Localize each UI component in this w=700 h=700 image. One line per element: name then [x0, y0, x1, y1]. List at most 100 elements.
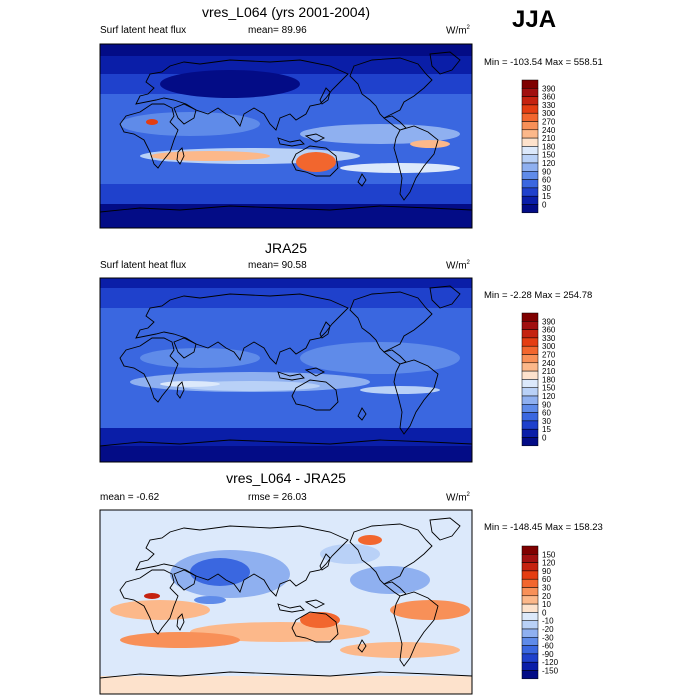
panel-2-title: JRA25: [264, 240, 308, 256]
panel-3-minmax: Min = -148.45 Max = 158.23: [484, 522, 603, 533]
colorbar-tick-label: 120: [542, 559, 556, 568]
colorbar-tick-label: 120: [542, 392, 556, 401]
colorbar-tick-label: 270: [542, 118, 556, 127]
colorbar-swatch: [521, 645, 539, 655]
colorbar-tick-label: -20: [542, 625, 554, 634]
panel-1-variable: Surf latent heat flux: [100, 25, 187, 36]
panel-3-units: W/m2: [446, 492, 470, 504]
panel-1-map: [99, 43, 473, 229]
colorbar-tick-label: 300: [542, 342, 556, 351]
colorbar-swatch: [521, 428, 539, 438]
colorbar-tick-label: 10: [542, 600, 551, 609]
colorbar-swatch: [521, 96, 539, 106]
colorbar-tick-label: 30: [542, 584, 551, 593]
panel-2-variable: Surf latent heat flux: [100, 260, 187, 271]
colorbar-tick-label: 120: [542, 159, 556, 168]
colorbar-swatch: [521, 112, 539, 122]
colorbar-tick-label: -30: [542, 633, 554, 642]
colorbar-swatch: [521, 162, 539, 172]
colorbar-swatch: [521, 337, 539, 347]
colorbar-swatch: [521, 129, 539, 139]
colorbar-swatch: [521, 420, 539, 430]
colorbar-swatch: [521, 354, 539, 364]
colorbar-swatch: [521, 603, 539, 613]
panel-3-rmse: rmse = 26.03: [248, 492, 307, 503]
colorbar-swatch: [521, 329, 539, 339]
colorbar-swatch: [521, 387, 539, 397]
colorbar-tick-label: 90: [542, 167, 551, 176]
colorbar-swatch: [521, 321, 539, 330]
colorbar-tick-label: 330: [542, 101, 556, 110]
colorbar-swatch: [521, 171, 539, 180]
colorbar-swatch: [521, 345, 539, 355]
colorbar-swatch: [521, 362, 539, 372]
colorbar-swatch: [521, 545, 539, 555]
colorbar-tick-label: 300: [542, 109, 556, 118]
colorbar-swatch: [521, 79, 539, 89]
colorbar-tick-label: -150: [542, 667, 559, 676]
colorbar-tick-label: 60: [542, 176, 551, 185]
colorbar-tick-label: 270: [542, 351, 556, 360]
colorbar-swatch: [521, 146, 539, 155]
colorbar-tick-label: 360: [542, 326, 556, 335]
colorbar-swatch: [521, 578, 539, 588]
colorbar-tick-label: 150: [542, 151, 556, 160]
colorbar-tick-label: 0: [542, 608, 547, 617]
colorbar-swatch: [521, 312, 539, 322]
colorbar-tick-label: 210: [542, 367, 556, 376]
panel-1-mean: mean= 89.96: [248, 25, 307, 36]
colorbar-swatch: [521, 554, 539, 563]
colorbar-swatch: [521, 187, 539, 197]
colorbar-tick-label: 90: [542, 567, 551, 576]
colorbar-swatch: [521, 412, 539, 422]
colorbar-swatch: [521, 612, 539, 621]
colorbar-tick-label: 60: [542, 575, 551, 584]
colorbar-swatch: [521, 670, 539, 680]
colorbar-tick-label: 60: [542, 409, 551, 418]
panel-3-title: vres_L064 - JRA25: [226, 470, 346, 486]
colorbar-swatch: [521, 179, 539, 189]
colorbar-tick-label: -120: [542, 658, 559, 667]
panel-1-title: vres_L064 (yrs 2001-2004): [201, 4, 371, 20]
colorbar-swatch: [521, 620, 539, 630]
colorbar-tick-label: 180: [542, 142, 556, 151]
colorbar-tick-label: 150: [542, 550, 556, 559]
colorbar-swatch: [521, 154, 539, 164]
colorbar-tick-label: 15: [542, 425, 551, 434]
colorbar-swatch: [521, 379, 539, 388]
colorbar-swatch: [521, 104, 539, 114]
colorbar-tick-label: 30: [542, 184, 551, 193]
colorbar-tick-label: 180: [542, 375, 556, 384]
colorbar-tick-label: 240: [542, 359, 556, 368]
colorbar-swatch: [521, 204, 539, 214]
colorbar-swatch: [521, 653, 539, 663]
colorbar-swatch: [521, 195, 539, 205]
colorbar-tick-label: 210: [542, 134, 556, 143]
colorbar-tick-label: 360: [542, 93, 556, 102]
colorbar-tick-label: 390: [542, 317, 556, 326]
colorbar-tick-label: 330: [542, 334, 556, 343]
panel-2-mean: mean= 90.58: [248, 260, 307, 271]
season-label: JJA: [512, 6, 557, 33]
colorbar-swatch: [521, 88, 539, 97]
colorbar-tick-label: -10: [542, 617, 554, 626]
colorbar-swatch: [521, 628, 539, 638]
colorbar-tick-label: 30: [542, 417, 551, 426]
colorbar-swatch: [521, 661, 539, 671]
panel-2-units: W/m2: [446, 260, 470, 272]
colorbar-swatch: [521, 404, 539, 413]
panel-1-units: W/m2: [446, 25, 470, 37]
colorbar-tick-label: 240: [542, 126, 556, 135]
colorbar-tick-label: 15: [542, 192, 551, 201]
colorbar-tick-label: 390: [542, 84, 556, 93]
panel-1-minmax: Min = -103.54 Max = 558.51: [484, 57, 603, 68]
panel-2-map: [99, 277, 473, 463]
colorbar-tick-label: 150: [542, 384, 556, 393]
colorbar-swatch: [521, 395, 539, 405]
colorbar-swatch: [521, 570, 539, 580]
colorbar-swatch: [521, 595, 539, 605]
